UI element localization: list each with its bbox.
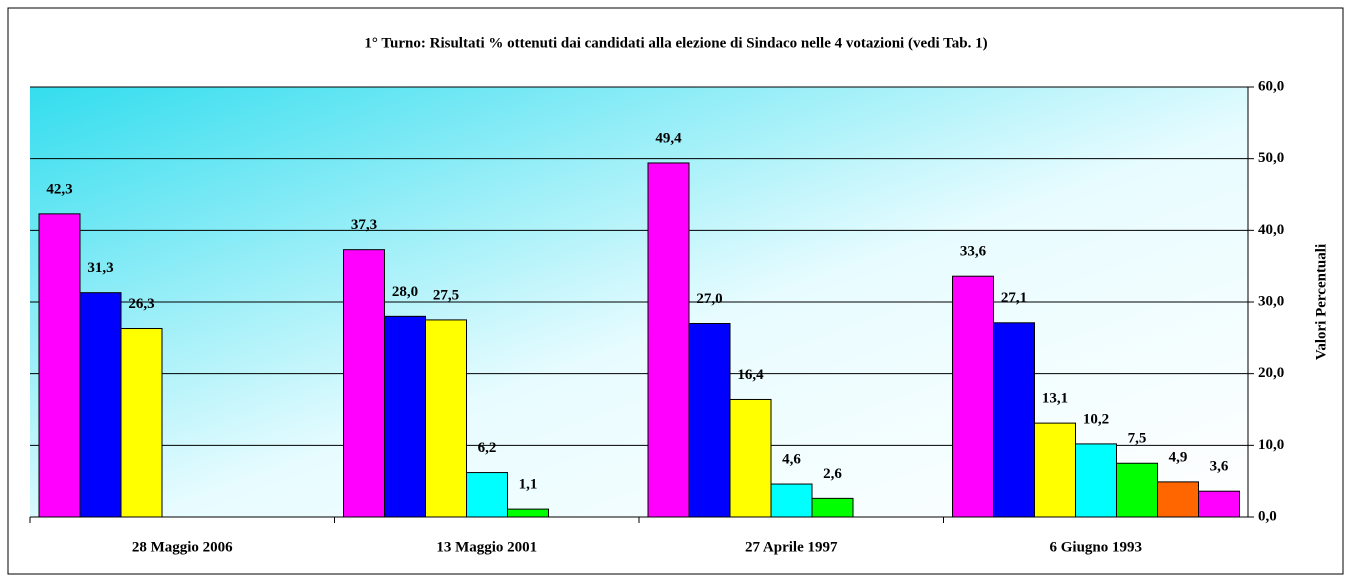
value-label: 31,3 [87, 260, 113, 276]
x-tick-label: 28 Maggio 2006 [132, 539, 233, 555]
bar [1157, 481, 1199, 518]
bar [425, 319, 467, 518]
value-label: 16,4 [737, 367, 764, 383]
bar [1034, 422, 1076, 518]
value-label: 26,3 [128, 296, 154, 312]
y-tick-label: 30,0 [1258, 293, 1284, 309]
value-label: 10,2 [1083, 411, 1109, 427]
bar [384, 315, 426, 518]
value-label: 13,1 [1042, 391, 1068, 407]
bar [1075, 443, 1117, 518]
bar [647, 162, 690, 518]
value-label: 4,9 [1169, 449, 1188, 465]
value-label: 27,5 [433, 287, 459, 303]
value-label: 2,6 [823, 466, 842, 482]
bar [38, 213, 81, 518]
y-tick-label: 20,0 [1258, 365, 1284, 381]
y-tick-label: 40,0 [1258, 222, 1284, 238]
value-label: 3,6 [1210, 459, 1229, 475]
bar [507, 508, 549, 518]
value-label: 6,2 [478, 440, 497, 456]
value-label: 27,1 [1001, 290, 1027, 306]
chart-title: 1° Turno: Risultati % ottenuti dai candi… [364, 35, 987, 51]
y-tick-label: 10,0 [1258, 437, 1284, 453]
bar [993, 322, 1035, 518]
bar [79, 292, 122, 518]
x-tick-label: 27 Aprile 1997 [745, 539, 838, 555]
bar [120, 328, 163, 518]
value-label: 37,3 [351, 217, 377, 233]
bar [811, 497, 854, 518]
bar [1116, 462, 1158, 518]
bar [952, 275, 994, 518]
value-label: 33,6 [960, 244, 987, 260]
y-tick-label: 60,0 [1258, 78, 1284, 94]
y-axis-title: Valori Percentuali [1313, 244, 1329, 360]
y-tick-label: 50,0 [1258, 150, 1284, 166]
y-tick-label: 0,0 [1258, 508, 1277, 524]
bar [770, 483, 813, 518]
value-label: 42,3 [46, 181, 72, 197]
bar [688, 323, 731, 518]
value-label: 27,0 [696, 291, 722, 307]
value-label: 1,1 [519, 477, 538, 493]
bar [466, 472, 508, 518]
value-label: 28,0 [392, 284, 418, 300]
bar [1198, 490, 1240, 518]
value-label: 7,5 [1128, 431, 1147, 447]
x-tick-label: 6 Giugno 1993 [1049, 539, 1142, 555]
value-label: 49,4 [655, 130, 682, 146]
x-tick-label: 13 Maggio 2001 [436, 539, 537, 555]
bar [343, 249, 385, 518]
value-label: 4,6 [782, 451, 801, 467]
bar [729, 398, 772, 518]
